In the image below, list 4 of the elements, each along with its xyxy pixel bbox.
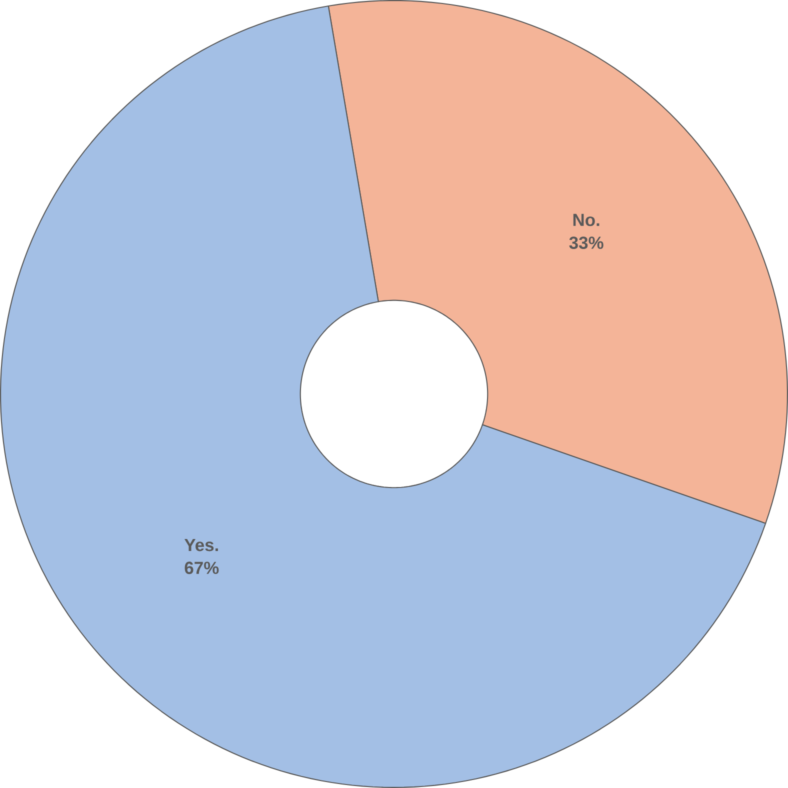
slice-label: Yes. — [184, 539, 218, 552]
slice-label: No. — [573, 214, 600, 226]
data-label: 33% — [569, 236, 604, 249]
data-label: 67% — [184, 562, 219, 574]
